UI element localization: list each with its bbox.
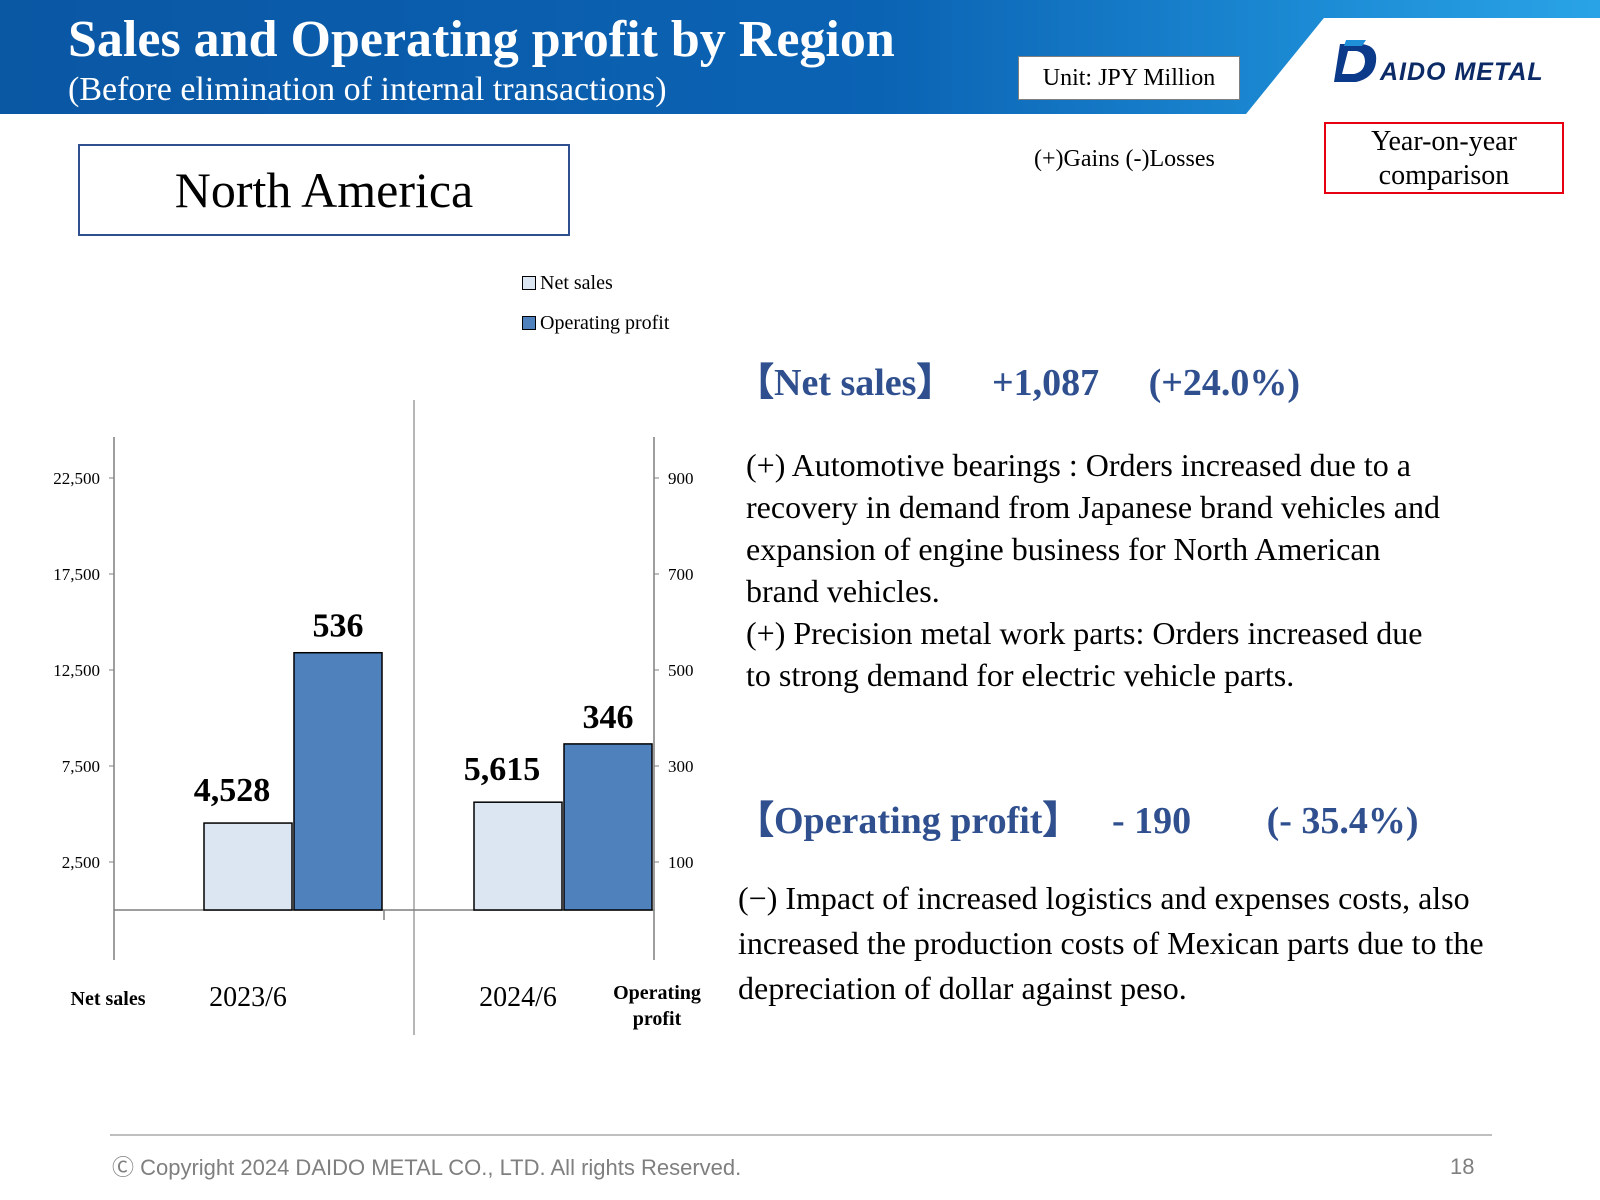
bar-label-net-sales: 5,615: [464, 751, 541, 788]
net-sales-line: recovery in demand from Japanese brand v…: [746, 489, 1440, 525]
bar-net-sales: [203, 822, 293, 911]
bar-net-sales: [473, 801, 563, 911]
legend-label-operating-profit: Operating profit: [540, 311, 670, 334]
op-profit-description: (−) Impact of increased logistics and ex…: [738, 876, 1484, 1011]
op-profit-line: increased the production costs of Mexica…: [738, 925, 1484, 961]
op-profit-head-label: 【Operating profit】: [736, 800, 1081, 842]
right-axis-title-line-1: Operating: [613, 982, 701, 1004]
right-axis-tick-label: 700: [668, 565, 694, 584]
legend-swatch-net-sales: [522, 276, 536, 290]
yoy-line-2: comparison: [1378, 160, 1510, 191]
footer-divider: [110, 1134, 1492, 1136]
daido-metal-logo: AIDO METAL: [1334, 40, 1544, 86]
net-sales-head-label: 【Net sales】: [736, 362, 955, 404]
page-number: 18: [1450, 1154, 1475, 1179]
left-axis-tick-label: 2,500: [62, 853, 100, 872]
bar-operating-profit: [293, 651, 383, 911]
copyright-text: Ⓒ Copyright 2024 DAIDO METAL CO., LTD. A…: [112, 1155, 742, 1180]
left-axis-title: Net sales: [70, 988, 146, 1010]
legend-item-net-sales: Net sales: [522, 272, 669, 294]
left-axis-tick-label: 17,500: [53, 565, 100, 584]
net-sales-description: (+) Automotive bearings : Orders increas…: [746, 444, 1440, 696]
svg-text:AIDO METAL: AIDO METAL: [1379, 58, 1544, 86]
left-axis-tick-label: 22,500: [53, 469, 100, 488]
right-axis-title: Operating profit: [602, 980, 712, 1032]
net-sales-pct: (+24.0%): [1148, 362, 1301, 404]
chart-legend: Net sales Operating profit: [522, 272, 669, 352]
right-axis-tick-label: 500: [668, 661, 694, 680]
legend-swatch-operating-profit: [522, 316, 536, 330]
yoy-line-1: Year-on-year: [1371, 126, 1517, 157]
yoy-comparison-box: Year-on-year comparison: [1324, 122, 1564, 194]
net-sales-line: to strong demand for electric vehicle pa…: [746, 657, 1295, 693]
page-title: Sales and Operating profit by Region: [68, 11, 895, 68]
net-sales-line: expansion of engine business for North A…: [746, 531, 1381, 567]
net-sales-heading: 【Net sales】 +1,087 (+24.0%): [736, 360, 1300, 406]
category-label: 2023/6: [209, 982, 287, 1013]
left-axis-tick-label: 12,500: [53, 661, 100, 680]
left-axis-tick-label: 7,500: [62, 757, 100, 776]
op-profit-pct: (- 35.4%): [1266, 800, 1419, 842]
net-sales-line: (+) Precision metal work parts: Orders i…: [746, 615, 1423, 651]
page-subtitle: (Before elimination of internal transact…: [68, 71, 667, 108]
bar-label-net-sales: 4,528: [194, 772, 271, 809]
net-sales-line: brand vehicles.: [746, 573, 940, 609]
region-title: North America: [78, 144, 570, 236]
bar-operating-profit: [563, 743, 653, 911]
bar-label-operating-profit: 346: [583, 699, 634, 736]
gains-losses-note: (+)Gains (-)Losses: [1034, 146, 1215, 172]
category-label: 2024/6: [479, 982, 557, 1013]
legend-item-operating-profit: Operating profit: [522, 312, 669, 334]
bar-chart: 2,500 7,500 12,500 17,500 22,500 100 300 500 700…: [53, 400, 694, 1035]
legend-label-net-sales: Net sales: [540, 271, 613, 294]
net-sales-line: (+) Automotive bearings : Orders increas…: [746, 447, 1411, 483]
op-profit-line: depreciation of dollar against peso.: [738, 970, 1187, 1006]
net-sales-change: +1,087: [991, 362, 1100, 404]
bar-label-operating-profit: 536: [313, 608, 364, 645]
right-axis-tick-label: 300: [668, 757, 694, 776]
right-axis-tick-label: 900: [668, 469, 694, 488]
right-axis-title-line-2: profit: [632, 1008, 682, 1030]
op-profit-line: (−) Impact of increased logistics and ex…: [738, 880, 1470, 916]
op-profit-change: - 190: [1111, 800, 1192, 842]
right-axis-tick-label: 100: [668, 853, 694, 872]
op-profit-heading: 【Operating profit】 - 190 (- 35.4%): [736, 798, 1419, 844]
unit-label: Unit: JPY Million: [1018, 56, 1240, 100]
